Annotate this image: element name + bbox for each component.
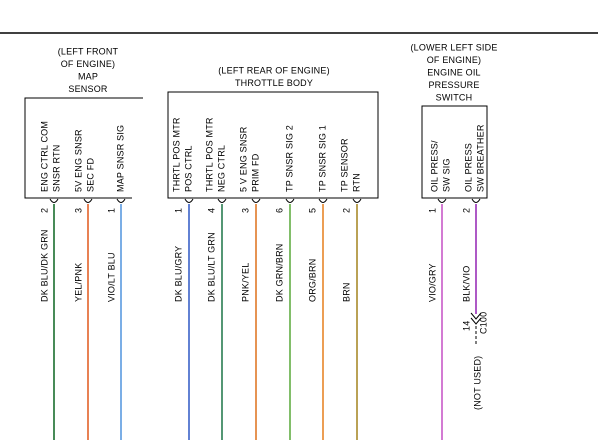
pin-name: 5 V ENG SNSR	[238, 126, 248, 192]
connector-name: C100	[478, 312, 488, 334]
pin-terminal	[184, 198, 194, 203]
pin-number: 2	[461, 208, 471, 213]
component-label: OF ENGINE)	[427, 55, 482, 65]
pin-name: RTN	[351, 173, 361, 192]
pin-number: 1	[106, 208, 116, 213]
wire-color-label: DK GRN/BRN	[274, 243, 284, 302]
wire-color-label: VIO/GRY	[427, 263, 437, 302]
pin-number: 1	[173, 208, 183, 213]
pin-number: 5	[307, 208, 317, 213]
component-label: (LOWER LEFT SIDE	[410, 42, 497, 52]
pin-name: ENG CTRL COM	[39, 121, 49, 192]
pin-terminal	[352, 198, 362, 203]
connector-note: (NOT USED)	[472, 356, 482, 410]
wire-color-label: VIO/LT BLU	[106, 252, 116, 302]
pin-name: OIL PRESS/	[429, 140, 439, 192]
pin-number: 4	[206, 208, 216, 213]
wire-color-label: BRN	[341, 282, 351, 302]
wire-color-label: DK BLU/LT GRN	[206, 232, 216, 302]
component-label: (LEFT FRONT	[58, 46, 119, 56]
pin-number: 2	[39, 208, 49, 213]
pin-terminal	[49, 198, 59, 203]
component-label: SWITCH	[436, 92, 473, 102]
pin-number: 1	[427, 208, 437, 213]
pin-name: POS CTRL	[183, 145, 193, 192]
pin-name: TP SNSR SIG 1	[317, 125, 327, 192]
component-label: MAP	[78, 71, 98, 81]
component-label: OF ENGINE)	[61, 59, 116, 69]
wire-color-label: ORG/BRN	[307, 259, 317, 302]
wire-color-label: YEL/PNK	[73, 263, 83, 302]
wire-color-label: DK BLU/GRY	[173, 246, 183, 302]
wire-color-label: PNK/YEL	[240, 263, 250, 302]
wire-color-label: DK BLU/DK GRN	[39, 229, 49, 302]
connector-pin: 14	[461, 321, 471, 331]
pin-name: 5V ENG SNSR	[73, 129, 83, 192]
pin-name: TP SENSOR	[339, 138, 349, 192]
pin-terminal	[251, 198, 261, 203]
pin-name: SNSR RTN	[51, 145, 61, 192]
pin-number: 3	[240, 208, 250, 213]
pin-name: SW SIG	[441, 158, 451, 192]
pin-terminal	[285, 198, 295, 203]
connector-symbol	[470, 317, 482, 325]
pin-name: OIL PRESS	[463, 143, 473, 192]
pin-terminal	[437, 198, 447, 203]
component-label: THROTTLE BODY	[235, 78, 313, 88]
pin-name: MAP SNSR SIG	[115, 125, 125, 192]
wire-color-label: BLK/VIO	[461, 266, 471, 302]
component-box	[24, 97, 143, 199]
pin-name: THRTL POS MTR	[171, 117, 181, 192]
connector-symbol	[470, 312, 482, 320]
pin-terminal	[217, 198, 227, 203]
pin-terminal	[471, 198, 481, 203]
pin-terminal	[318, 198, 328, 203]
component-label: ENGINE OIL	[427, 67, 481, 77]
pin-name: SEC FD	[85, 157, 95, 192]
pin-name: PRIM FD	[250, 153, 260, 192]
pin-name: TP SNSR SIG 2	[284, 125, 294, 192]
pin-number: 6	[274, 208, 284, 213]
pin-name: THRTL POS MTR	[204, 117, 214, 192]
pin-number: 3	[73, 208, 83, 213]
component-box	[167, 91, 379, 199]
component-label: (LEFT REAR OF ENGINE)	[218, 65, 330, 75]
pin-terminal	[83, 198, 93, 203]
component-box	[421, 105, 488, 199]
pin-name: NEG CTRL	[216, 145, 226, 192]
pin-name: SW BREATHER	[475, 124, 485, 192]
component-label: SENSOR	[68, 84, 108, 94]
pin-terminal	[116, 198, 126, 203]
pin-number: 2	[341, 208, 351, 213]
component-label: PRESSURE	[428, 80, 479, 90]
